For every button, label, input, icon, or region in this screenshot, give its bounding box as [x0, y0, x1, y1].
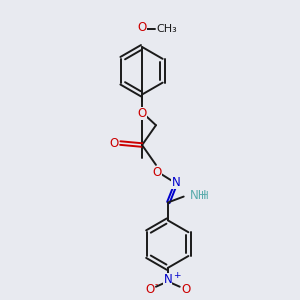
Text: CH₃: CH₃ — [156, 24, 177, 34]
Text: N: N — [171, 176, 180, 189]
Text: +: + — [173, 271, 180, 280]
Text: -: - — [155, 280, 158, 289]
Text: H: H — [200, 190, 208, 201]
Text: O: O — [137, 107, 147, 120]
Text: O: O — [137, 21, 147, 34]
Text: O: O — [181, 283, 190, 296]
Text: O: O — [146, 283, 154, 296]
Text: N: N — [164, 273, 172, 286]
Text: O: O — [152, 166, 162, 179]
Text: O: O — [109, 136, 118, 150]
Text: NH: NH — [190, 189, 207, 202]
